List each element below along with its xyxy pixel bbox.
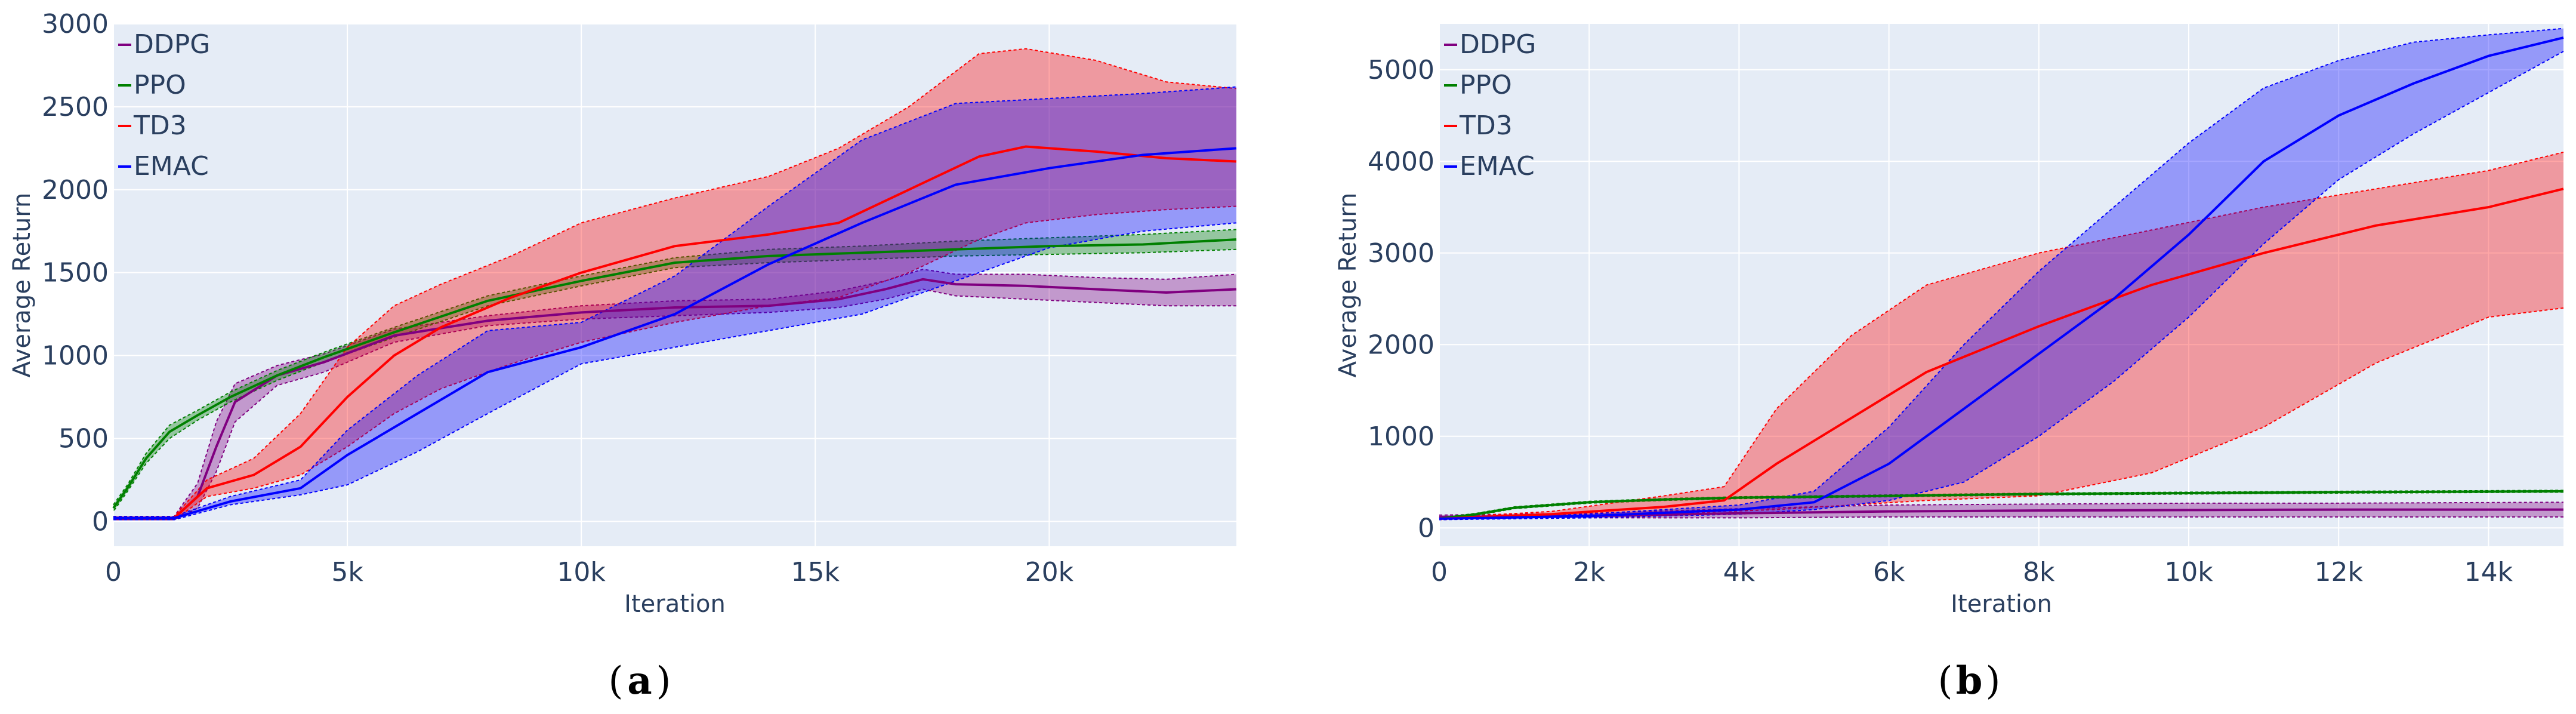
y-tick-label: 2000 — [42, 175, 109, 205]
y-tick-label: 500 — [58, 423, 109, 454]
plot-background-b — [1439, 24, 2563, 546]
grid-b — [1439, 24, 2563, 546]
line-ddpg — [113, 278, 1237, 519]
band-lower-ddpg — [1439, 516, 2563, 519]
band-upper-td3 — [1439, 151, 2564, 519]
band-td3 — [1439, 152, 2563, 520]
x-tick-label: 10k — [2164, 557, 2213, 587]
x-tick-label: 15k — [791, 557, 840, 587]
panel-b: 0 2k 4k 6k 8k 10k 12k 14k010002000300040005000 … — [1334, 24, 2564, 703]
line-ppo — [112, 238, 1237, 509]
y-tick-label: 3000 — [42, 9, 109, 39]
legend-label-ppo: PPO — [134, 70, 186, 100]
x-tick-label: 0 — [1431, 557, 1448, 587]
band-lower-emac — [113, 222, 1237, 521]
band-upper-emac — [1439, 27, 2564, 519]
band-emac — [113, 87, 1236, 520]
panel-a: 0 5k 10k 15k 20k 0 500 1000 1500 2000 2500 3000 Ite… — [8, 9, 1237, 703]
y-axis-label-a: Average Return — [8, 193, 36, 378]
x-tick-label: 10k — [557, 557, 606, 587]
band-upper-emac — [113, 86, 1237, 517]
y-tick-label: 3000 — [1368, 238, 1434, 269]
legend-label-ppo: PPO — [1460, 70, 1512, 100]
y-tick-label: 2500 — [42, 92, 109, 122]
y-axis-label-b: Average Return — [1334, 193, 1362, 378]
y-tick-label: 1500 — [42, 258, 109, 288]
x-tick-label: 0 — [105, 557, 122, 587]
band-lower-ppo — [113, 248, 1237, 512]
line-emac — [113, 147, 1237, 519]
mean-lines-b — [1439, 36, 2564, 520]
line-emac — [1439, 36, 2564, 520]
x-tick-label: 8k — [2023, 557, 2055, 587]
y-tick-label: 1000 — [42, 341, 109, 371]
band-upper-td3 — [113, 48, 1237, 517]
legend-label-emac: EMAC — [1460, 151, 1535, 181]
band-upper-ddpg — [113, 269, 1237, 517]
grid-a — [113, 23, 1236, 546]
legend-label-ddpg: DDPG — [1460, 29, 1536, 60]
band-lower-td3 — [113, 205, 1237, 521]
legend-label-ddpg: DDPG — [134, 29, 210, 60]
x-tick-label: 2k — [1573, 557, 1605, 587]
legend-label-td3: TD3 — [1459, 110, 1513, 141]
legend-label-emac: EMAC — [134, 151, 209, 181]
x-tick-label: 14k — [2464, 557, 2513, 587]
legend-a: DDPG PPO TD3 EMAC — [118, 29, 210, 181]
y-tick-label: 0 — [1418, 513, 1434, 543]
band-upper-ppo — [113, 229, 1237, 506]
caption-letter-a: a — [627, 658, 652, 703]
line-ppo — [1439, 490, 2564, 520]
x-axis-label-a: Iteration — [624, 590, 726, 618]
x-tick-label: 6k — [1873, 557, 1905, 587]
mean-lines-a — [112, 145, 1237, 519]
y-tick-label: 5000 — [1368, 55, 1434, 85]
y-tick-label: 1000 — [1368, 421, 1434, 452]
legend-label-td3: TD3 — [133, 110, 187, 141]
line-td3 — [113, 145, 1237, 519]
caption-open-b: ( — [1938, 659, 1953, 703]
x-axis-label-b: Iteration — [1951, 590, 2052, 618]
line-td3 — [1439, 187, 2564, 520]
tick-labels-b: 0 2k 4k 6k 8k 10k 12k 14k 0 1000 2000 3000 4000 5000 — [1368, 55, 2513, 587]
tick-labels-a: 0 5k 10k 15k 20k 0 500 1000 1500 2000 2500 3000 — [42, 9, 1074, 587]
x-tick-label: 12k — [2314, 557, 2363, 587]
y-tick-label: 4000 — [1368, 146, 1434, 177]
x-tick-label: 5k — [331, 557, 363, 587]
y-tick-label: 2000 — [1368, 330, 1434, 360]
caption-close-a: ) — [656, 659, 671, 703]
legend-b: DDPG PPO TD3 EMAC — [1444, 29, 1536, 181]
y-tick-label: 0 — [92, 506, 109, 537]
x-tick-label: 20k — [1025, 557, 1074, 587]
x-tick-label: 4k — [1723, 557, 1756, 587]
caption-open-a: ( — [609, 659, 624, 703]
caption-letter-b: b — [1956, 658, 1983, 703]
caption-close-b: ) — [1986, 659, 2001, 703]
band-lower-ddpg — [113, 288, 1236, 521]
